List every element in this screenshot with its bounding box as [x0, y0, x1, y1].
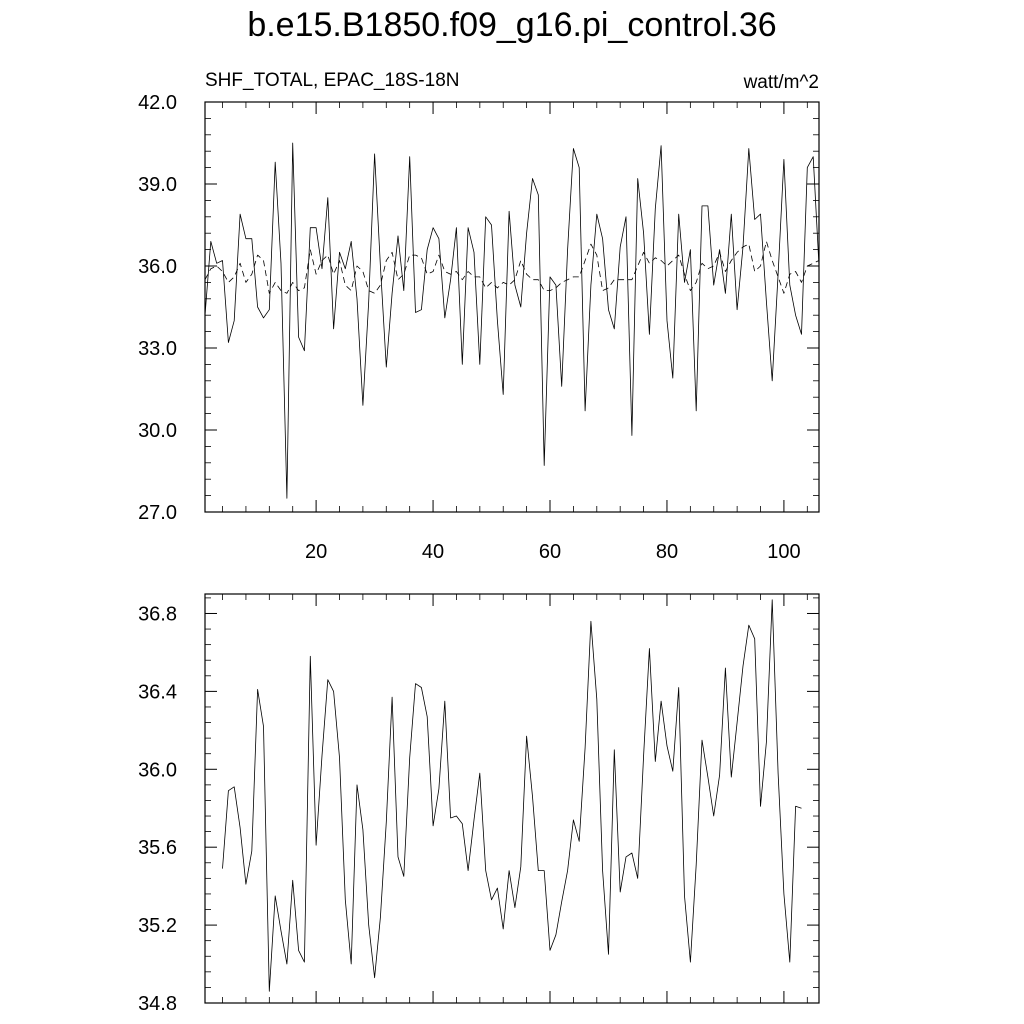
- y-tick-label: 35.6: [138, 837, 177, 859]
- x-tick-label: 20: [305, 541, 327, 563]
- variable-label: SHF_TOTAL, EPAC_18S-18N: [205, 70, 460, 91]
- series-line-solid: [204, 142, 820, 499]
- y-tick-label: 36.4: [138, 681, 177, 703]
- x-tick-label: 40: [422, 541, 444, 563]
- page-title: b.e15.B1850.f09_g16.pi_control.36: [247, 6, 777, 44]
- y-tick-label: 39.0: [138, 174, 177, 196]
- y-tick-label: 36.8: [138, 603, 177, 625]
- y-tick-label: 36.0: [138, 256, 177, 278]
- x-tick-label: 100: [767, 541, 800, 563]
- y-tick-label: 27.0: [138, 502, 177, 524]
- y-tick-label: 30.0: [138, 420, 177, 442]
- y-tick-label: 34.8: [138, 993, 177, 1015]
- top-panel: 27.0 30.0 33.0 36.0 39.0 42.0 20 40 60 80 100 SHF_T…: [138, 70, 820, 563]
- x-tick-label: 60: [539, 541, 561, 563]
- y-tick-label: 42.0: [138, 92, 177, 114]
- plot-frame: [204, 593, 820, 1004]
- series-line-solid: [222, 599, 802, 992]
- y-tick-label: 36.0: [138, 759, 177, 781]
- bottom-panel: 34.8 35.2 35.6 36.0 36.4 36.8: [138, 593, 820, 1015]
- x-tick-label: 80: [656, 541, 678, 563]
- units-label: watt/m^2: [743, 72, 819, 93]
- plot-frame: [204, 101, 820, 513]
- y-tick-label: 33.0: [138, 338, 177, 360]
- series-line-dashed: [204, 240, 820, 294]
- y-tick-label: 35.2: [138, 915, 177, 937]
